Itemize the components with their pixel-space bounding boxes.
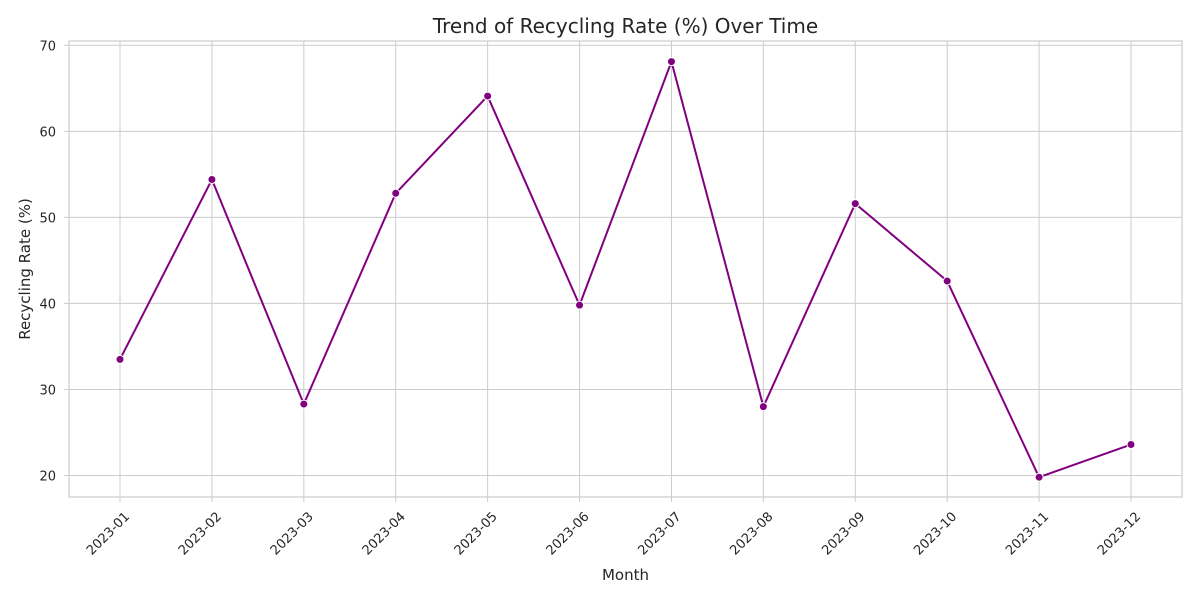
chart-title: Trend of Recycling Rate (%) Over Time bbox=[432, 14, 818, 38]
grid-lines bbox=[69, 41, 1182, 497]
data-point[interactable] bbox=[299, 399, 309, 409]
data-point[interactable] bbox=[1126, 440, 1136, 450]
series-line bbox=[119, 60, 1132, 479]
y-tick-label: 40 bbox=[39, 297, 56, 312]
x-axis-label: Month bbox=[602, 566, 649, 584]
data-point[interactable] bbox=[115, 354, 125, 364]
y-tick-label: 50 bbox=[39, 211, 56, 226]
data-point[interactable] bbox=[666, 57, 676, 67]
y-tick-label: 20 bbox=[39, 469, 56, 484]
data-point[interactable] bbox=[850, 199, 860, 209]
y-tick-label: 60 bbox=[39, 125, 56, 140]
series-layer bbox=[115, 57, 1136, 482]
plot-area bbox=[68, 40, 1183, 498]
y-axis-label: Recycling Rate (%) bbox=[16, 198, 34, 340]
y-tick-label: 30 bbox=[39, 383, 56, 398]
y-tick-label: 70 bbox=[39, 39, 56, 54]
data-point[interactable] bbox=[207, 175, 217, 185]
data-point[interactable] bbox=[391, 188, 401, 198]
data-point[interactable] bbox=[758, 402, 768, 412]
data-point[interactable] bbox=[575, 300, 585, 310]
data-point[interactable] bbox=[483, 91, 493, 101]
data-point[interactable] bbox=[1034, 472, 1044, 482]
data-point[interactable] bbox=[942, 276, 952, 286]
